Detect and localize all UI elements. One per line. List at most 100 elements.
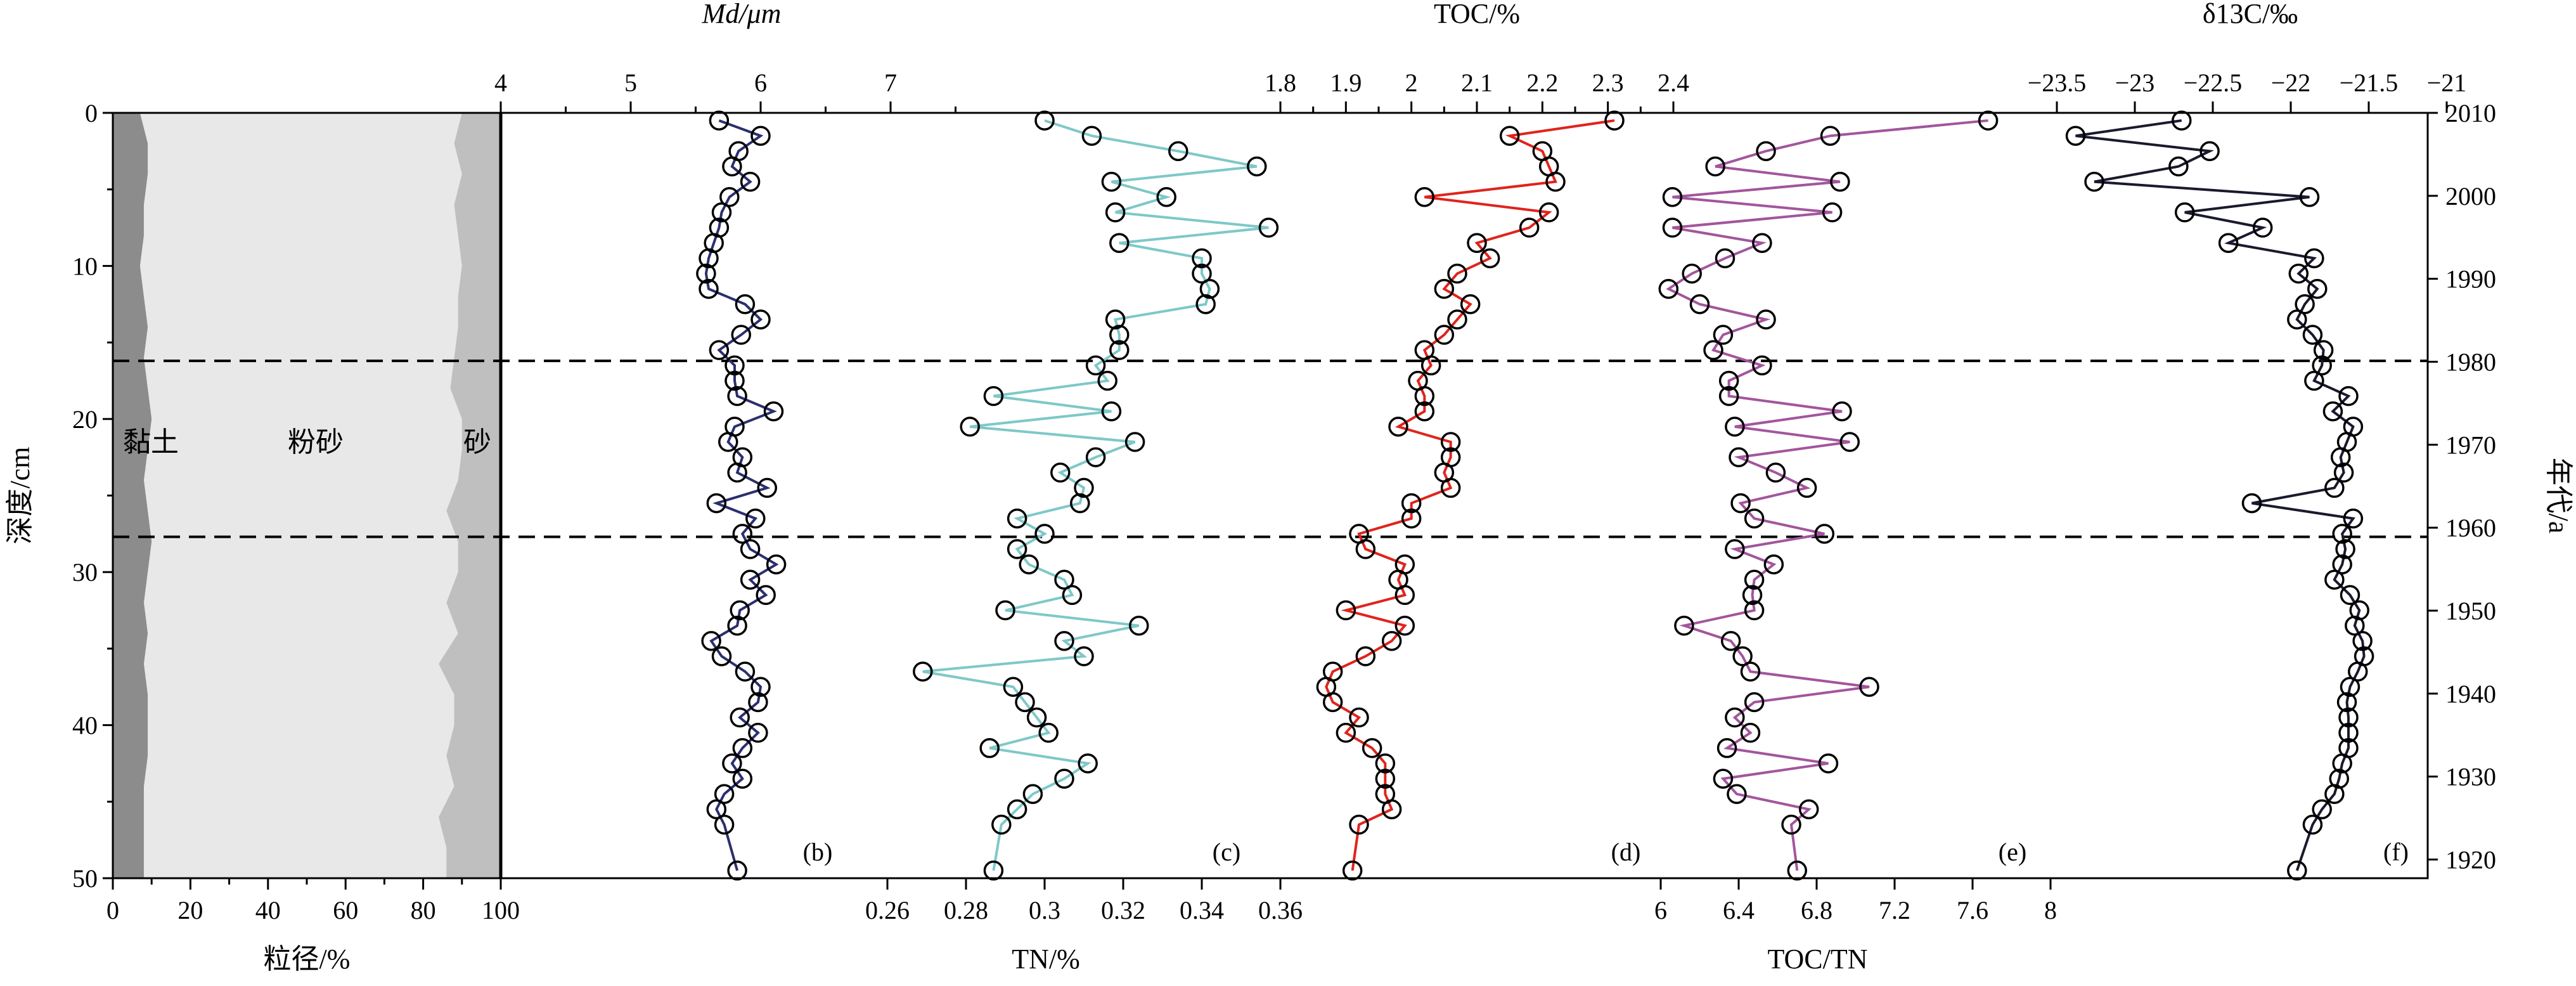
data-point-f: [2335, 539, 2355, 559]
data-point-b: [740, 171, 761, 192]
data-point-e: [1752, 355, 1772, 376]
data-point-f: [2302, 325, 2323, 345]
data-point-e: [1818, 753, 1839, 774]
data-point-e: [1682, 263, 1702, 284]
data-point-b: [750, 126, 771, 146]
data-point-e: [1718, 386, 1739, 406]
tn-axis-title: TN/%: [1012, 944, 1080, 975]
data-point-d: [1336, 600, 1356, 621]
series-line-e: [1666, 119, 1988, 871]
data-point-d: [1388, 417, 1408, 437]
d13c-tick-label: −22: [2271, 68, 2311, 97]
data-point-e: [1703, 340, 1723, 360]
data-point-c: [1199, 278, 1220, 299]
year-axis-title: 年代/a: [2543, 458, 2574, 534]
data-point-e: [1716, 738, 1737, 758]
data-point-d: [1414, 386, 1435, 406]
grain-size-tick-label: 60: [333, 896, 358, 924]
tn-tick-label: 0.28: [944, 896, 988, 924]
zone-label: 砂: [463, 427, 491, 458]
data-point-b: [711, 202, 732, 223]
md-tick-label: 6: [754, 68, 767, 97]
data-point-c: [1054, 769, 1074, 789]
data-point-d: [1322, 692, 1343, 713]
grain-size-fill-layer: [113, 113, 501, 878]
data-point-f: [2304, 370, 2324, 391]
data-point-b: [709, 340, 730, 360]
year-tick-label: 1920: [2445, 846, 2496, 874]
data-point-e: [1730, 493, 1751, 514]
data-point-d: [1434, 278, 1455, 299]
year-tick-label: 2000: [2445, 182, 2496, 211]
data-point-c: [1109, 325, 1130, 345]
tocn-tick-label: 6.8: [1801, 896, 1832, 924]
data-point-b: [706, 493, 727, 514]
data-point-b: [709, 110, 730, 131]
data-point-f: [2168, 156, 2189, 177]
data-point-e: [1839, 432, 1860, 452]
data-point-e: [1832, 401, 1852, 422]
data-point-c: [1074, 646, 1094, 666]
year-tick-label: 2010: [2445, 99, 2496, 127]
data-point-f: [2174, 202, 2195, 223]
data-point-b: [727, 615, 747, 636]
data-point-b: [701, 631, 721, 651]
data-point-b: [750, 677, 771, 697]
data-point-d: [1401, 508, 1422, 529]
data-point-d: [1479, 248, 1500, 269]
series-layer: [696, 110, 2374, 881]
grain-size-tick-label: 40: [255, 896, 281, 924]
data-point-c: [1054, 631, 1074, 651]
silt-area: [113, 113, 501, 878]
series-c: [913, 110, 1279, 881]
panel-label-f: (f): [2383, 838, 2409, 866]
text-layer: 0 10 20 30 40 50 深度/cm 0 20 40 60 80 100 粒径/% 黏土 粉砂 砂 (b)…: [4, 0, 2574, 975]
data-point-f: [2252, 217, 2273, 238]
data-point-b: [727, 386, 747, 406]
series-f: [2065, 110, 2374, 881]
data-point-f: [2340, 677, 2360, 697]
data-point-f: [2084, 171, 2104, 192]
tn-tick-label: 0.26: [865, 896, 910, 924]
data-point-b: [699, 248, 719, 269]
data-point-d: [1538, 202, 1559, 223]
data-point-e: [1744, 508, 1765, 529]
data-point-f: [2338, 707, 2359, 728]
data-point-f: [2330, 447, 2351, 467]
data-point-b: [722, 156, 742, 177]
data-point-b: [731, 325, 751, 345]
data-point-b: [730, 600, 750, 621]
data-point-d: [1381, 631, 1402, 651]
main-frame: [499, 112, 2429, 879]
data-point-d: [1440, 477, 1461, 498]
data-point-f: [2343, 508, 2364, 529]
data-point-c: [1192, 248, 1212, 269]
data-point-e: [1662, 217, 1683, 238]
data-point-c: [913, 661, 933, 682]
data-point-d: [1420, 355, 1441, 376]
depth-tick-label: 50: [72, 864, 98, 893]
data-point-e: [1830, 171, 1850, 192]
data-point-b: [706, 799, 727, 820]
data-point-f: [2199, 141, 2220, 162]
data-point-c: [1007, 539, 1027, 559]
year-tick-label: 1960: [2445, 514, 2496, 542]
data-point-c: [1109, 340, 1130, 360]
toc-tick-label: 2: [1405, 68, 1418, 97]
data-point-c: [1054, 569, 1074, 590]
data-point-b: [735, 661, 756, 682]
data-point-d: [1447, 263, 1467, 284]
panel-label-c: (c): [1213, 838, 1240, 866]
tn-tick-label: 0.34: [1180, 896, 1224, 924]
tocn-tick-label: 6.4: [1723, 896, 1755, 924]
data-point-c: [1022, 784, 1043, 804]
year-tick-label: 1980: [2445, 348, 2496, 377]
data-point-e: [1732, 646, 1753, 666]
data-point-f: [2287, 860, 2307, 881]
data-point-e: [1658, 278, 1679, 299]
data-point-b: [696, 263, 716, 284]
data-point-f: [2304, 248, 2324, 269]
data-point-c: [1050, 462, 1071, 483]
data-point-e: [1662, 187, 1683, 207]
data-point-b: [719, 187, 740, 207]
